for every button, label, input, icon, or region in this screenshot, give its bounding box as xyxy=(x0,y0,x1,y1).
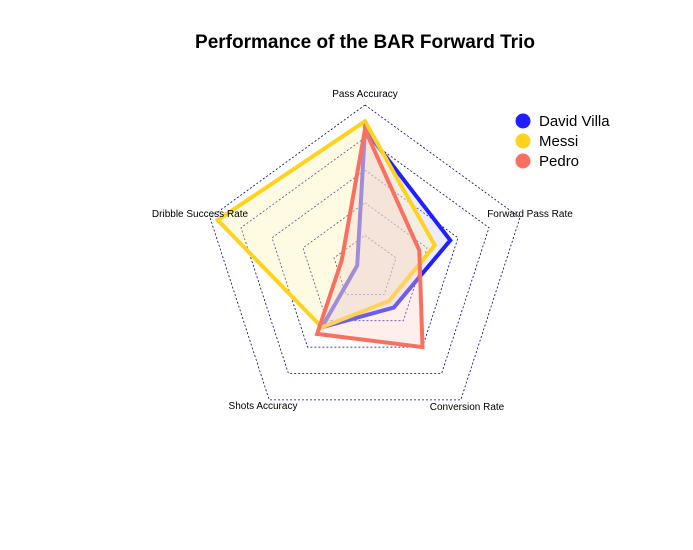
axis-label-0: Pass Accuracy xyxy=(332,89,398,100)
series-polygons xyxy=(214,118,453,350)
legend-marker-2 xyxy=(515,153,531,169)
series-2-polygon xyxy=(314,122,425,350)
axis-label-4: Dribble Success Rate xyxy=(152,209,249,220)
series-0-polygon xyxy=(317,124,453,331)
legend-marker-0 xyxy=(515,113,531,129)
legend-marker-1 xyxy=(515,133,531,149)
axis-label-2: Conversion Rate xyxy=(430,402,505,413)
axis-label-3: Shots Accuracy xyxy=(229,401,298,412)
legend-label-1: Messi xyxy=(539,133,578,150)
axis-labels: Pass Accuracy Forward Pass Rate Conversion… xyxy=(152,89,573,413)
chart-title: Performance of the BAR Forward Trio xyxy=(195,32,535,53)
axis-label-1: Forward Pass Rate xyxy=(487,209,573,220)
legend-label-0: David Villa xyxy=(539,113,610,130)
legend: David Villa Messi Pedro xyxy=(515,113,610,170)
series-1-polygon xyxy=(214,118,438,330)
legend-label-2: Pedro xyxy=(539,153,579,170)
